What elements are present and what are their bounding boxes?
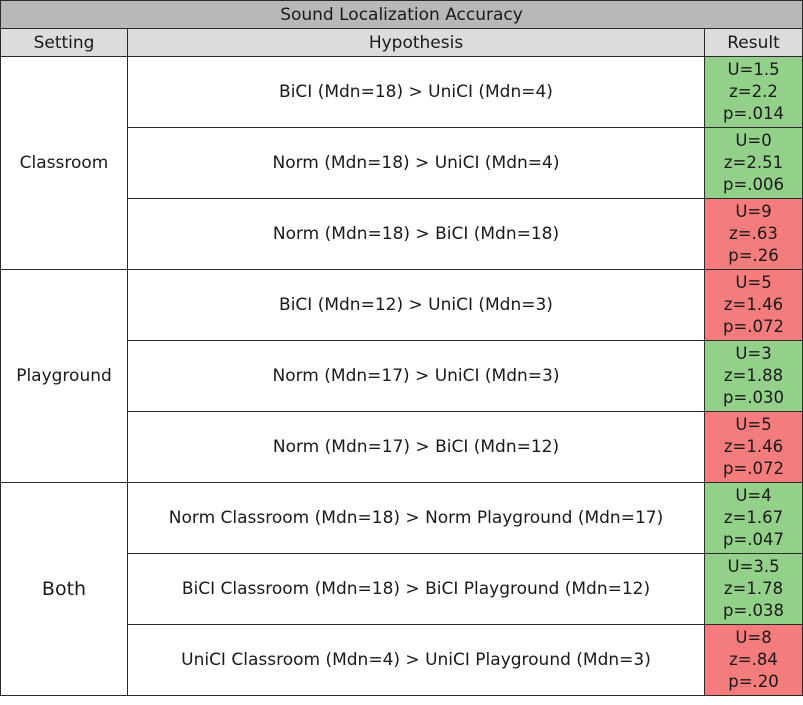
- hypothesis-cell: UniCI Classroom (Mdn=4) > UniCI Playgrou…: [127, 624, 705, 696]
- result-cell: U=5 z=1.46 p=.072: [703, 411, 803, 483]
- result-u-value: U=8: [735, 628, 772, 647]
- table-title: Sound Localization Accuracy: [0, 0, 803, 29]
- result-z-value: z=1.88: [723, 366, 784, 385]
- result-p-value: p=.20: [728, 672, 779, 691]
- table-row: Norm (Mdn=18) > BiCI (Mdn=18) U=9 z=.63 p=.…: [1, 198, 803, 270]
- title-row: Sound Localization Accuracy: [0, 0, 803, 29]
- hypothesis-cell: Norm Classroom (Mdn=18) > Norm Playgroun…: [127, 482, 705, 554]
- table-row: Norm (Mdn=18) > UniCI (Mdn=4) U=0 z=2.51 p=…: [1, 127, 803, 199]
- result-p-value: p=.030: [722, 388, 785, 407]
- result-p-value: p=.006: [722, 175, 785, 194]
- result-cell: U=1.5 z=2.2 p=.014: [703, 56, 803, 128]
- table-row: BiCI Classroom (Mdn=18) > BiCI Playgroun…: [1, 553, 803, 625]
- result-z-value: z=.84: [729, 650, 778, 669]
- hypothesis-cell: Norm (Mdn=18) > BiCI (Mdn=18): [127, 198, 705, 270]
- hypothesis-cell: BiCI (Mdn=18) > UniCI (Mdn=4): [127, 56, 705, 128]
- result-cell: U=3.5 z=1.78 p=.038: [703, 553, 803, 625]
- header-result: Result: [703, 28, 803, 57]
- result-cell: U=3 z=1.88 p=.030: [703, 340, 803, 412]
- result-z-value: z=1.46: [723, 295, 784, 314]
- table-row: UniCI Classroom (Mdn=4) > UniCI Playgrou…: [1, 624, 803, 696]
- result-z-value: z=2.2: [729, 82, 778, 101]
- result-z-value: z=1.46: [723, 437, 784, 456]
- result-cell: U=0 z=2.51 p=.006: [703, 127, 803, 199]
- result-p-value: p=.047: [722, 530, 785, 549]
- result-p-value: p=.072: [722, 459, 785, 478]
- result-cell: U=8 z=.84 p=.20: [703, 624, 803, 696]
- setting-cell: Both: [0, 482, 128, 696]
- result-p-value: p=.26: [728, 246, 779, 265]
- table-row: Both Norm Classroom (Mdn=18) > Norm Playg…: [0, 482, 803, 696]
- result-u-value: U=5: [735, 273, 772, 292]
- result-cell: U=5 z=1.46 p=.072: [703, 269, 803, 341]
- result-u-value: U=1.5: [727, 60, 780, 79]
- result-z-value: z=1.78: [723, 579, 784, 598]
- result-z-value: z=.63: [729, 224, 778, 243]
- result-z-value: z=2.51: [723, 153, 784, 172]
- result-u-value: U=4: [735, 486, 772, 505]
- result-p-value: p=.072: [722, 317, 785, 336]
- result-u-value: U=5: [735, 415, 772, 434]
- result-p-value: p=.038: [722, 601, 785, 620]
- header-hypothesis: Hypothesis: [127, 28, 705, 57]
- result-cell: U=9 z=.63 p=.26: [703, 198, 803, 270]
- result-u-value: U=3.5: [727, 557, 780, 576]
- hypothesis-cell: Norm (Mdn=18) > UniCI (Mdn=4): [127, 127, 705, 199]
- setting-cell: Playground: [0, 269, 128, 483]
- result-u-value: U=9: [735, 202, 772, 221]
- setting-cell: Classroom: [0, 56, 128, 270]
- result-p-value: p=.014: [722, 104, 785, 123]
- hypothesis-cell: Norm (Mdn=17) > UniCI (Mdn=3): [127, 340, 705, 412]
- result-z-value: z=1.67: [723, 508, 784, 527]
- header-row: Setting Hypothesis Result: [0, 28, 803, 57]
- hypothesis-cell: Norm (Mdn=17) > BiCI (Mdn=12): [127, 411, 705, 483]
- table-row: Norm (Mdn=17) > BiCI (Mdn=12) U=5 z=1.46 p=…: [1, 411, 803, 483]
- result-cell: U=4 z=1.67 p=.047: [703, 482, 803, 554]
- hypothesis-cell: BiCI Classroom (Mdn=18) > BiCI Playgroun…: [127, 553, 705, 625]
- hypothesis-cell: BiCI (Mdn=12) > UniCI (Mdn=3): [127, 269, 705, 341]
- table-row: Classroom BiCI (Mdn=18) > UniCI (Mdn=4) U=…: [0, 56, 803, 270]
- table-row: Playground BiCI (Mdn=12) > UniCI (Mdn=3) U…: [0, 269, 803, 483]
- header-setting: Setting: [0, 28, 128, 57]
- result-u-value: U=0: [735, 131, 772, 150]
- result-u-value: U=3: [735, 344, 772, 363]
- table-row: Norm (Mdn=17) > UniCI (Mdn=3) U=3 z=1.88 p=…: [1, 340, 803, 412]
